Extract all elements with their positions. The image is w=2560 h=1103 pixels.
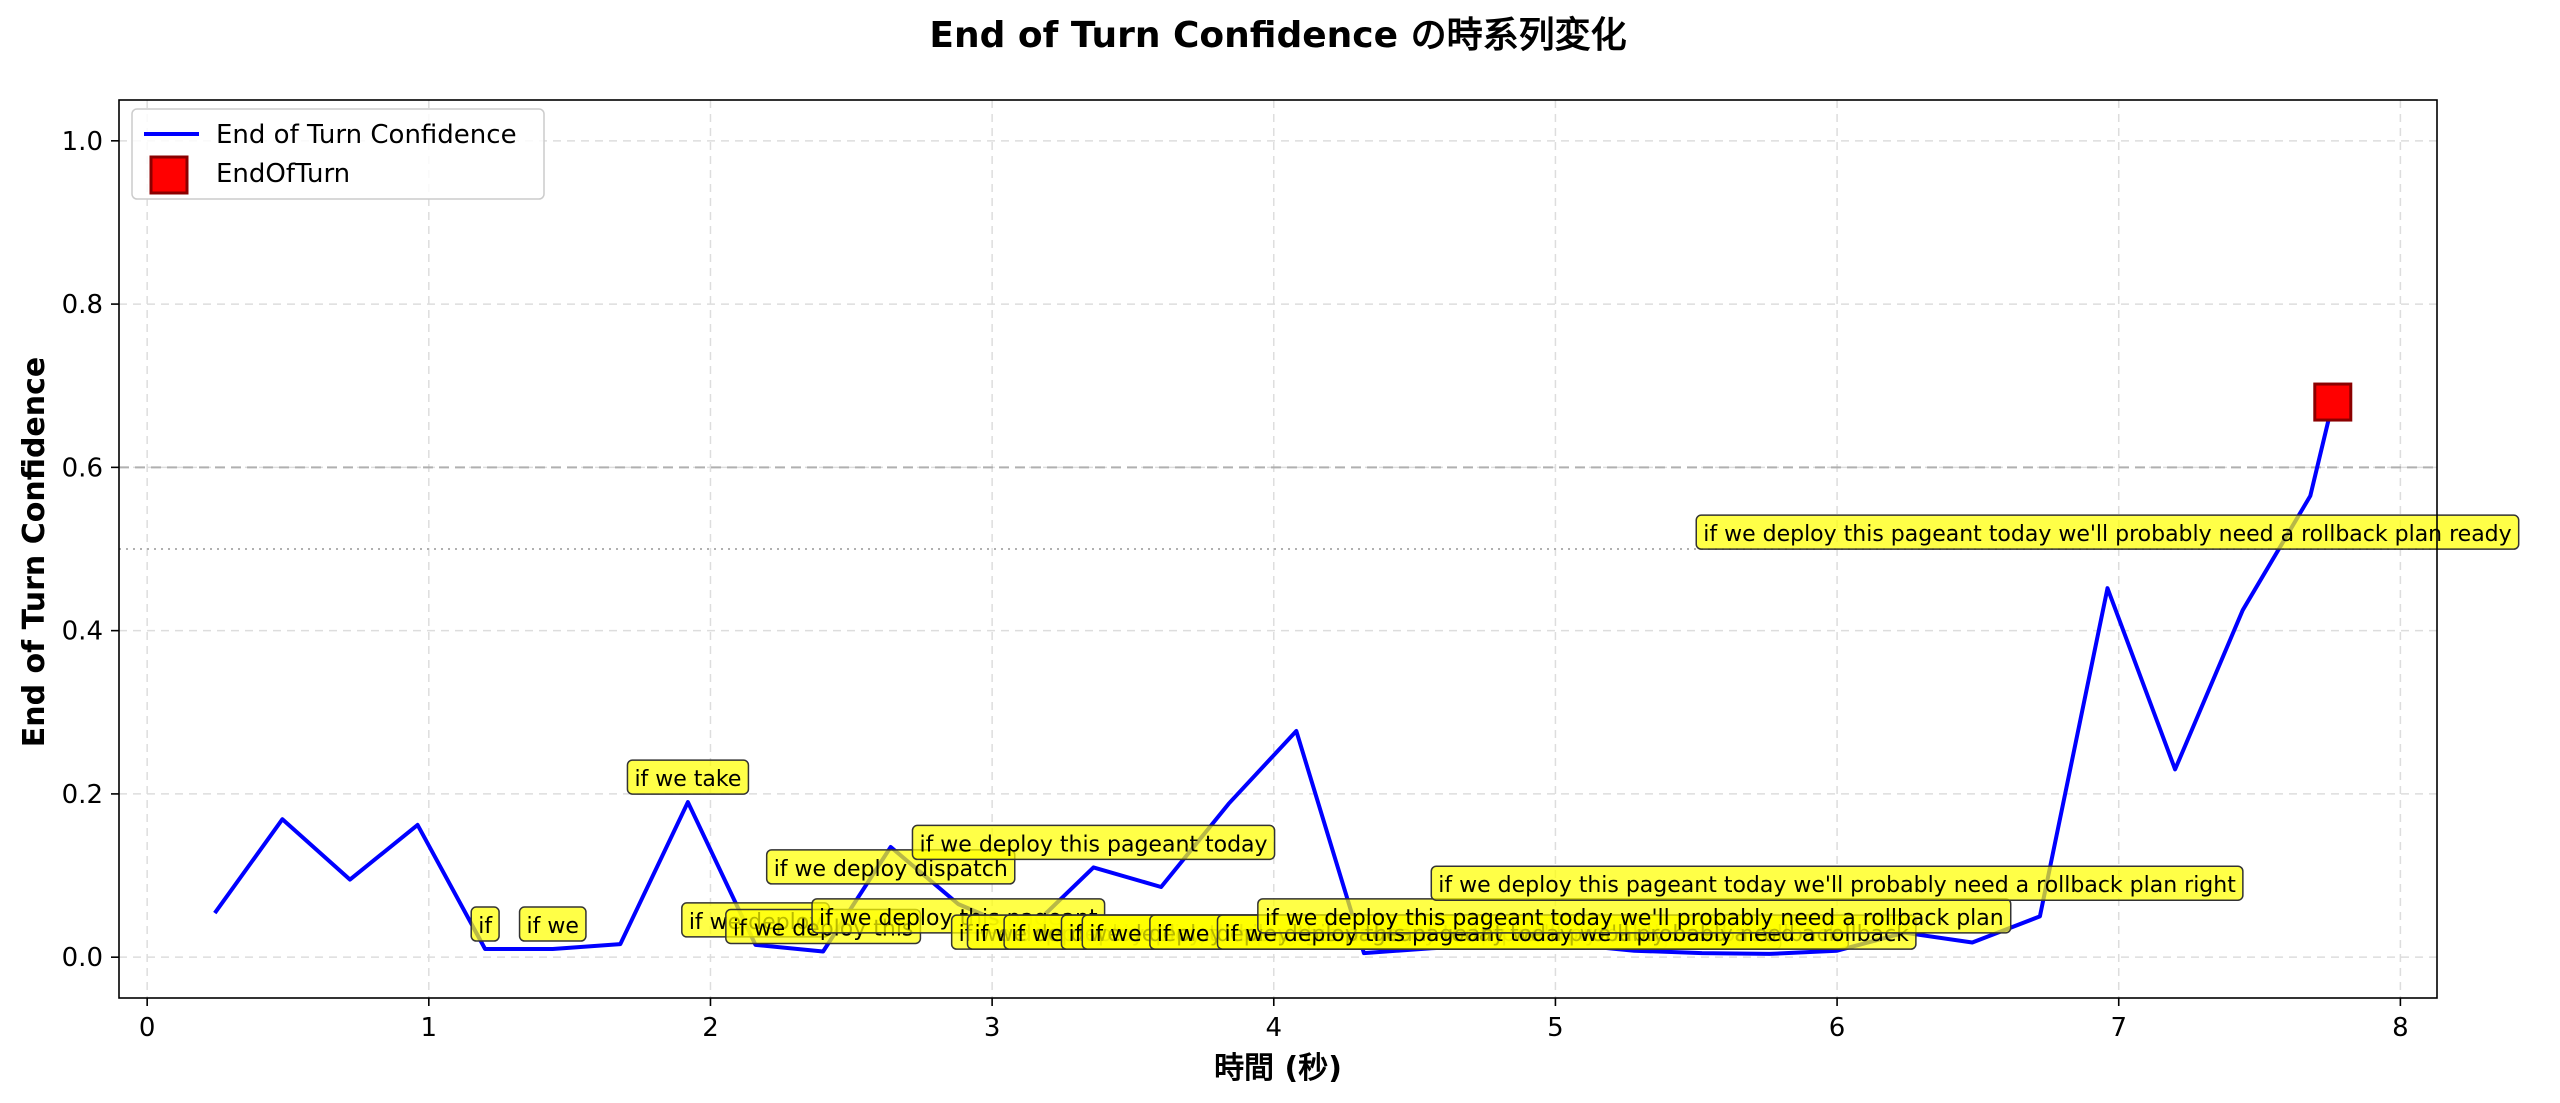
chart-title: End of Turn Confidence の時系列変化 — [929, 14, 1626, 56]
annotation-text: if we — [527, 914, 579, 939]
x-tick-label: 6 — [1829, 1013, 1846, 1043]
annotation-text: if — [478, 914, 493, 939]
y-tick-label: 0.2 — [62, 780, 103, 810]
legend: End of Turn Confidence EndOfTurn — [131, 108, 545, 200]
legend-box — [131, 108, 545, 200]
annotation: if — [470, 906, 500, 942]
y-tick-label: 0.0 — [62, 943, 103, 973]
annotation-text: if we deploy dispatch — [774, 857, 1008, 882]
annotation: if we deploy this pageant today — [911, 824, 1276, 861]
y-tick-label: 0.8 — [62, 290, 103, 320]
annotation: if we take — [626, 759, 750, 795]
annotation: if we deploy this pageant today we'll pr… — [1695, 514, 2520, 550]
y-tick-label: 0.4 — [62, 617, 103, 647]
annotation-text: if we deploy this pageant today we'll pr… — [1703, 522, 2511, 547]
plot-frame — [118, 99, 2438, 999]
x-tick-label: 7 — [2110, 1013, 2127, 1043]
annotation-text: if we deploy this pageant today — [919, 832, 1267, 857]
end-of-turn-marker — [2313, 382, 2353, 422]
annotation: if we deploy this pageant today we'll pr… — [1430, 865, 2244, 901]
y-axis-label: End of Turn Confidence — [17, 357, 52, 748]
series-layer — [213, 401, 2335, 956]
annotation-box — [1695, 514, 2520, 550]
legend-marker-swatch — [149, 155, 189, 195]
end-marker-layer — [2313, 382, 2353, 422]
y-tick-label: 1.0 — [62, 127, 103, 157]
x-tick-label: 3 — [984, 1013, 1001, 1043]
axis-ticks: 0 1 2 3 4 5 6 7 8 0.0 0.2 0.4 0.6 0.8 1.0 — [62, 127, 2409, 1043]
annotation-box — [1430, 865, 2244, 901]
x-tick-label: 2 — [702, 1013, 719, 1043]
series-line — [213, 401, 2335, 956]
annotation: if we deploy this pageant today we'll pr… — [1257, 898, 2012, 934]
x-tick-label: 8 — [2392, 1013, 2409, 1043]
annotation-box — [911, 824, 1276, 861]
x-tick-label: 4 — [1266, 1013, 1283, 1043]
legend-marker-label: EndOfTurn — [216, 159, 350, 189]
reference-lines — [119, 466, 2437, 550]
annotation-text: if we deploy this pageant today we'll pr… — [1438, 873, 2236, 898]
annotation-text: if we take — [634, 767, 741, 792]
annotation: if we — [518, 906, 587, 942]
annotation-box — [626, 759, 750, 795]
x-tick-label: 5 — [1547, 1013, 1564, 1043]
x-tick-label: 1 — [421, 1013, 438, 1043]
x-tick-label: 0 — [139, 1013, 156, 1043]
x-axis-label: 時間 (秒) — [1214, 1051, 1342, 1086]
annotation-box — [470, 906, 500, 942]
legend-line-label: End of Turn Confidence — [216, 120, 517, 150]
annotation-text: if we deploy this pageant today we'll pr… — [1265, 906, 2004, 931]
annotation-box — [518, 906, 587, 942]
y-tick-label: 0.6 — [62, 453, 103, 483]
